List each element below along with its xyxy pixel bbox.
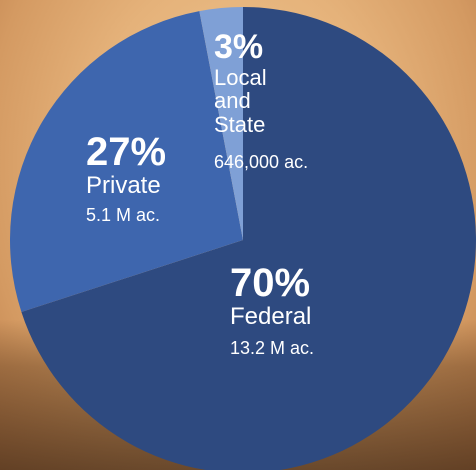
- pie-slice-local-and-state: [199, 7, 243, 240]
- pct-local-state: 3%: [214, 28, 263, 66]
- pct-private: 27%: [86, 130, 166, 174]
- amount-private: 5.1 M ac.: [86, 205, 160, 225]
- name-local-state-line1: Local: [214, 65, 267, 90]
- amount-federal: 13.2 M ac.: [230, 338, 314, 358]
- name-federal: Federal: [230, 303, 311, 330]
- pie-slice-federal: [21, 7, 476, 470]
- name-private: Private: [86, 172, 161, 199]
- name-local-state-line2: and: [214, 88, 251, 113]
- label-local-state: 3% Local and State 646,000 ac.: [214, 28, 308, 172]
- pie-slice-private: [9, 11, 244, 312]
- amount-local-state: 646,000 ac.: [214, 152, 308, 172]
- name-local-state-line3: State: [214, 112, 265, 137]
- label-private: 27% Private 5.1 M ac.: [86, 130, 166, 225]
- pct-federal: 70%: [230, 261, 310, 305]
- label-federal: 70% Federal 13.2 M ac.: [230, 261, 314, 358]
